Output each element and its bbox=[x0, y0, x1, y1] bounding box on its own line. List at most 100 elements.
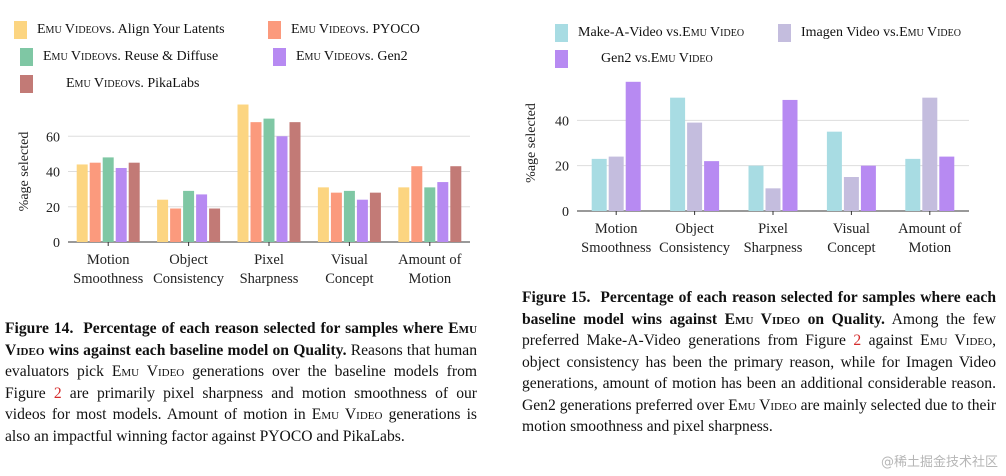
bar bbox=[905, 158, 921, 211]
bar bbox=[860, 165, 876, 211]
x-tick-label: Object bbox=[675, 221, 714, 237]
caption-title-part: Percentage of each reason selected for s… bbox=[522, 289, 996, 328]
x-tick-label: Visual bbox=[833, 221, 870, 237]
caption-text: generations over the baseline models fro… bbox=[5, 363, 477, 402]
x-tick-label: Pixel bbox=[254, 252, 284, 268]
y-tick-label: 0 bbox=[562, 205, 569, 220]
bar bbox=[128, 162, 140, 242]
bar bbox=[450, 166, 462, 242]
x-tick-label: Concept bbox=[827, 240, 875, 256]
bar bbox=[196, 194, 208, 242]
bar bbox=[89, 162, 101, 242]
figure-reference-link[interactable]: 2 bbox=[853, 332, 862, 349]
bar bbox=[670, 97, 686, 211]
bar bbox=[398, 187, 410, 242]
x-tick-label: Motion bbox=[408, 271, 451, 287]
caption-title-part: Percentage of each reason selected for s… bbox=[83, 320, 449, 337]
x-tick-label: Motion bbox=[908, 240, 951, 256]
figure14-bar-chart: 0 20 40 60 %age selected Motion Smoothness Obje… bbox=[17, 104, 470, 287]
legend-swatch bbox=[555, 24, 568, 42]
legend-label-rest: vs. Reuse & Diffuse bbox=[104, 49, 219, 64]
caption-text: against bbox=[861, 332, 921, 349]
legend-label-rest: vs. Align Your Latents bbox=[98, 22, 225, 37]
bar bbox=[170, 208, 182, 242]
bar bbox=[157, 199, 169, 242]
bar bbox=[922, 97, 938, 211]
bar bbox=[76, 164, 88, 242]
legend-item-imagen-video: Imagen Video vs. Emu Video bbox=[778, 24, 961, 42]
legend-label-emu: Emu Video bbox=[899, 25, 961, 40]
bar bbox=[343, 190, 355, 242]
x-tick-label: Visual bbox=[331, 252, 368, 268]
caption-label: Figure 14. bbox=[5, 320, 74, 337]
bar bbox=[102, 157, 114, 242]
bar bbox=[289, 122, 301, 242]
caption-emu: Emu Video bbox=[920, 332, 993, 349]
bar bbox=[424, 187, 436, 242]
bar bbox=[748, 165, 764, 211]
bar bbox=[782, 99, 798, 211]
legend-label-rest: vs. PikaLabs bbox=[127, 76, 200, 91]
caption-text: are mainly selected due to their motion … bbox=[522, 396, 997, 436]
bar bbox=[369, 192, 381, 242]
bar bbox=[591, 158, 607, 211]
bar bbox=[209, 208, 221, 242]
bar bbox=[330, 192, 342, 242]
bar bbox=[625, 81, 641, 211]
x-tick-label: Concept bbox=[325, 271, 373, 287]
legend-label-rest: Make-A-Video vs. bbox=[578, 25, 683, 40]
y-tick-label: 20 bbox=[46, 201, 60, 216]
legend-label-rest: Imagen Video vs. bbox=[801, 25, 900, 40]
y-axis-label: %age selected bbox=[17, 132, 32, 212]
bar bbox=[437, 182, 449, 242]
bar bbox=[276, 136, 288, 242]
legend-label-emu: Emu Video bbox=[37, 22, 99, 37]
bar bbox=[687, 122, 703, 211]
bar bbox=[939, 156, 955, 211]
caption-text: Among the few preferred Make-A-Video gen… bbox=[522, 310, 996, 350]
caption-text: , object consistency has been the primar… bbox=[522, 332, 996, 414]
legend-label-emu: Emu Video bbox=[682, 25, 745, 40]
x-tick-label: Pixel bbox=[758, 221, 788, 237]
y-tick-label: 0 bbox=[53, 236, 60, 251]
legend-swatch bbox=[14, 21, 27, 39]
x-tick-label: Sharpness bbox=[744, 240, 803, 256]
bar bbox=[843, 177, 859, 211]
x-tick-label: Consistency bbox=[153, 271, 225, 287]
figure14-caption: Figure 14. Percentage of each reason sel… bbox=[5, 318, 477, 447]
legend-label-emu: Emu Video bbox=[296, 49, 358, 64]
legend-swatch bbox=[268, 21, 281, 39]
y-tick-label: 60 bbox=[46, 130, 60, 145]
x-tick-label: Object bbox=[169, 252, 208, 268]
figure-reference-link[interactable]: 2 bbox=[53, 384, 62, 402]
legend-item-gen2: Emu Video vs. Gen2 bbox=[273, 48, 408, 66]
legend-item-pikalabs: Emu Video vs. PikaLabs bbox=[20, 75, 199, 93]
legend-label-rest: Gen2 vs. bbox=[601, 51, 651, 66]
legend-label-emu: Emu Video bbox=[66, 76, 128, 91]
x-tick-label: Amount of bbox=[898, 221, 961, 237]
y-tick-label: 40 bbox=[46, 166, 60, 181]
legend-label-emu: Emu Video bbox=[650, 51, 713, 66]
bar bbox=[704, 161, 720, 211]
bar bbox=[115, 167, 127, 242]
bar bbox=[237, 104, 249, 243]
x-tick-label: Consistency bbox=[659, 240, 731, 256]
caption-text: are primarily pixel sharpness and motion… bbox=[5, 384, 477, 424]
bar bbox=[765, 188, 781, 211]
caption-title-emu: Emu Video bbox=[724, 310, 801, 328]
legend-swatch bbox=[778, 24, 791, 42]
bar bbox=[608, 156, 624, 211]
bar bbox=[356, 199, 368, 242]
bar bbox=[411, 166, 423, 242]
bar bbox=[183, 190, 195, 242]
legend-item-gen2-vs: Gen2 vs. Emu Video bbox=[555, 50, 713, 68]
x-tick-label: Motion bbox=[595, 221, 638, 237]
bar bbox=[263, 118, 275, 242]
y-tick-label: 40 bbox=[555, 114, 569, 129]
legend-swatch bbox=[555, 50, 568, 68]
legend-item-pyoco: Emu Video vs. PYOCO bbox=[268, 21, 420, 39]
watermark-text: @稀土掘金技术社区 bbox=[880, 455, 998, 470]
legend-label-rest: vs. Gen2 bbox=[357, 49, 408, 64]
x-tick-label: Smoothness bbox=[581, 240, 651, 256]
bar bbox=[250, 122, 262, 242]
